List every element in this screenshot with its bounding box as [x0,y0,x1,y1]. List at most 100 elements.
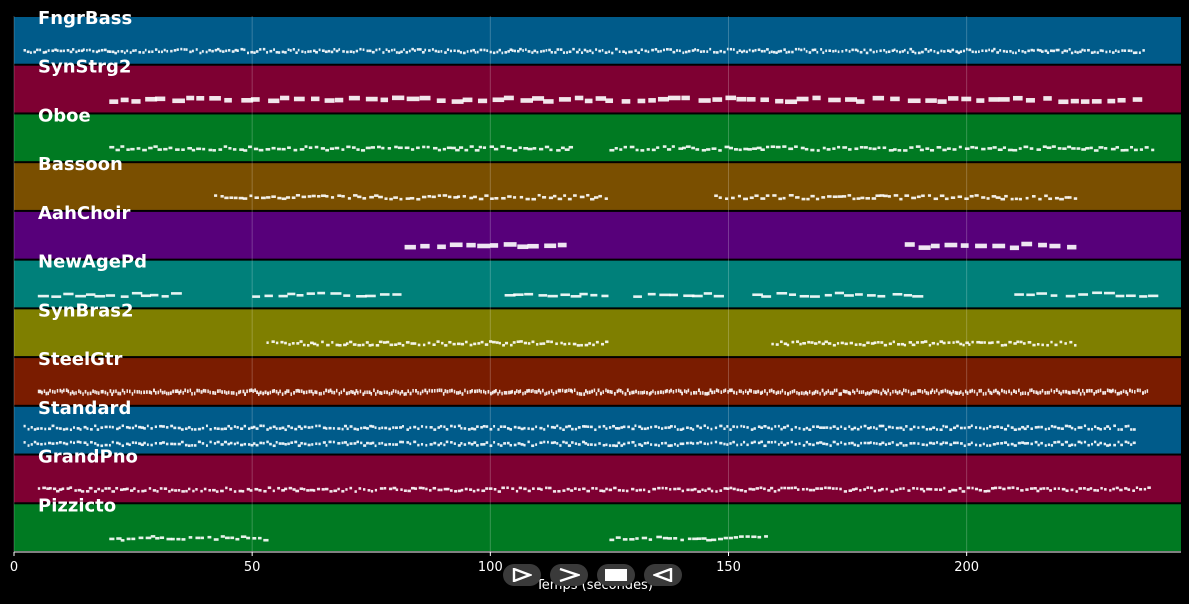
note [842,146,848,149]
note [965,47,968,51]
note [834,291,844,295]
note [1085,389,1088,393]
note [353,442,357,445]
note [690,488,694,492]
note [1146,389,1149,393]
note [239,389,242,394]
note [978,426,982,430]
note [489,145,494,148]
note [1077,426,1081,429]
note [1000,426,1004,429]
note [356,440,360,444]
note [1121,49,1124,52]
note [1120,149,1125,152]
note [450,441,453,444]
note [1117,97,1126,103]
forward-button[interactable] [550,564,588,586]
note [927,391,930,396]
note [1046,487,1049,490]
note [1042,145,1047,149]
note [378,47,381,51]
note [743,49,746,53]
note [924,47,928,51]
note [154,425,158,429]
note [832,147,836,150]
note [259,390,262,395]
note [472,48,476,52]
note [640,149,645,152]
note [1029,487,1034,490]
note [434,49,438,53]
note [966,486,971,490]
note [906,51,909,54]
note [584,98,593,104]
note [1004,194,1008,198]
note [326,343,330,347]
note [524,391,527,395]
note [677,388,680,393]
note [266,428,269,431]
note [1026,425,1030,428]
note [635,537,639,540]
note [246,487,250,491]
note [590,197,595,201]
note [284,51,287,54]
note [517,49,520,53]
note [464,148,469,152]
note [309,50,312,53]
note [668,389,671,394]
note [497,490,502,493]
note [509,48,513,52]
note [777,50,780,53]
note [1093,391,1095,396]
note [753,427,756,430]
note [667,444,671,448]
note [437,244,446,250]
play-button[interactable] [503,564,541,586]
note [56,489,60,493]
note [384,443,388,447]
note [818,340,821,344]
note [403,489,407,493]
note [1026,293,1035,297]
note [584,343,589,347]
note [1065,294,1076,298]
note [44,50,48,54]
note [537,487,541,491]
note [1089,146,1093,150]
note [904,194,910,197]
note [805,487,809,491]
note [232,148,237,151]
note [421,389,424,394]
note [692,537,698,541]
note [321,340,324,344]
note [108,50,112,53]
note [355,389,358,393]
note [696,537,702,540]
note [929,390,932,395]
note [369,195,374,199]
note [937,99,947,104]
note [605,388,607,393]
stop-button[interactable] [597,564,635,586]
note [108,443,111,447]
note [163,487,168,490]
note [992,426,996,429]
note [325,194,329,198]
note [312,342,317,346]
note [296,342,300,345]
note [766,48,769,51]
note [680,538,684,542]
note [527,388,530,393]
note [432,343,436,346]
note [949,50,952,53]
note [845,48,848,52]
note [718,196,722,199]
note [582,487,586,491]
note [696,424,699,428]
note [739,535,744,538]
note [1068,48,1071,51]
rewind-button[interactable] [644,564,682,586]
note [1110,389,1113,394]
note [303,442,307,446]
